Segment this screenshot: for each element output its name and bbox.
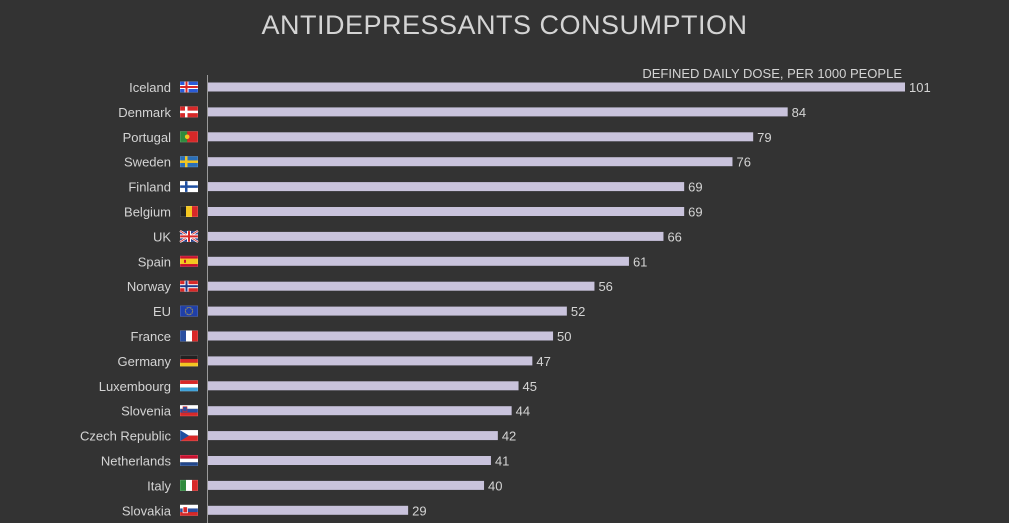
bar-row-uk: UK 66 (153, 229, 682, 244)
value-label: 41 (495, 454, 509, 469)
value-label: 44 (516, 404, 530, 419)
bar-row-france: France 50 (131, 329, 572, 344)
bar-row-eu: EU 52 (153, 304, 585, 319)
spain-flag (180, 255, 198, 267)
category-label: Denmark (118, 105, 171, 120)
uk-flag (179, 229, 199, 243)
bar-row-denmark: Denmark 84 (118, 105, 806, 120)
finland-flag (180, 181, 198, 193)
value-label: 69 (688, 180, 702, 195)
bar (208, 256, 629, 266)
bar-row-netherlands: Netherlands 41 (101, 454, 510, 469)
norway-flag (180, 280, 198, 292)
value-label: 47 (536, 354, 550, 369)
bar-row-slovenia: Slovenia 44 (121, 404, 530, 419)
bar (208, 356, 533, 366)
bar-row-finland: Finland 69 (128, 180, 702, 195)
bar-row-czech-republic: Czech Republic 42 (80, 429, 516, 444)
value-label: 52 (571, 304, 585, 319)
category-label: Finland (128, 180, 171, 195)
eu-flag (180, 305, 198, 317)
bar (208, 231, 664, 241)
bar-row-italy: Italy 40 (147, 478, 502, 493)
value-label: 84 (792, 105, 806, 120)
bar-row-norway: Norway 56 (127, 279, 613, 294)
italy-flag (180, 479, 198, 491)
slovakia-flag (180, 504, 198, 516)
netherlands-flag (180, 455, 198, 466)
germany-flag (180, 355, 198, 367)
bar (208, 82, 905, 92)
bar (208, 406, 512, 416)
value-label: 76 (736, 155, 750, 170)
category-label: Sweden (124, 155, 171, 170)
iceland-flag (180, 81, 198, 93)
category-label: UK (153, 229, 171, 244)
bar-row-spain: Spain 61 (138, 254, 648, 269)
value-label: 101 (909, 80, 931, 95)
bar (208, 157, 733, 167)
sweden-flag (180, 156, 198, 168)
bar (208, 306, 567, 316)
category-label: Netherlands (101, 454, 172, 469)
portugal-flag (180, 131, 198, 143)
bar (208, 207, 685, 216)
bar (208, 107, 788, 117)
bar (208, 431, 498, 441)
chart-title: ANTIDEPRESSANTS CONSUMPTION (261, 10, 748, 40)
bar (208, 505, 409, 515)
value-label: 50 (557, 329, 571, 344)
category-label: Italy (147, 478, 171, 493)
value-label: 56 (598, 279, 612, 294)
bar (208, 480, 485, 490)
category-label: Luxembourg (99, 379, 171, 394)
bar-row-belgium: Belgium 69 (124, 205, 703, 220)
value-label: 42 (502, 429, 516, 444)
bar (208, 132, 754, 142)
bar (208, 281, 595, 291)
bar (208, 456, 491, 465)
bar (208, 182, 685, 192)
category-label: France (131, 329, 171, 344)
value-label: 45 (523, 379, 537, 394)
category-label: Slovenia (121, 404, 172, 419)
category-label: Germany (118, 354, 172, 369)
value-label: 40 (488, 478, 502, 493)
denmark-flag (180, 106, 198, 118)
value-label: 69 (688, 205, 702, 220)
bar-row-germany: Germany 47 (118, 354, 551, 369)
category-label: Iceland (129, 80, 171, 95)
slovenia-flag (180, 405, 198, 417)
category-label: Spain (138, 254, 171, 269)
category-label: Portugal (123, 130, 172, 145)
category-label: Slovakia (122, 503, 172, 518)
bar (208, 331, 554, 341)
value-label: 61 (633, 254, 647, 269)
category-label: EU (153, 304, 171, 319)
bar-row-luxembourg: Luxembourg 45 (99, 379, 537, 394)
bar-row-portugal: Portugal 79 (123, 130, 772, 145)
chart-subtitle: DEFINED DAILY DOSE, PER 1000 PEOPLE (642, 66, 902, 81)
belgium-flag (180, 206, 198, 217)
luxembourg-flag (180, 380, 198, 392)
bar-row-sweden: Sweden 76 (124, 155, 751, 170)
category-label: Norway (127, 279, 172, 294)
bar-row-slovakia: Slovakia 29 (122, 503, 427, 518)
czech-republic-flag (180, 430, 198, 442)
bar-row-iceland: Iceland 101 (129, 80, 931, 95)
value-label: 79 (757, 130, 771, 145)
category-label: Belgium (124, 205, 171, 220)
bar (208, 381, 519, 391)
value-label: 29 (412, 503, 426, 518)
category-label: Czech Republic (80, 429, 172, 444)
value-label: 66 (667, 229, 681, 244)
france-flag (180, 330, 198, 342)
